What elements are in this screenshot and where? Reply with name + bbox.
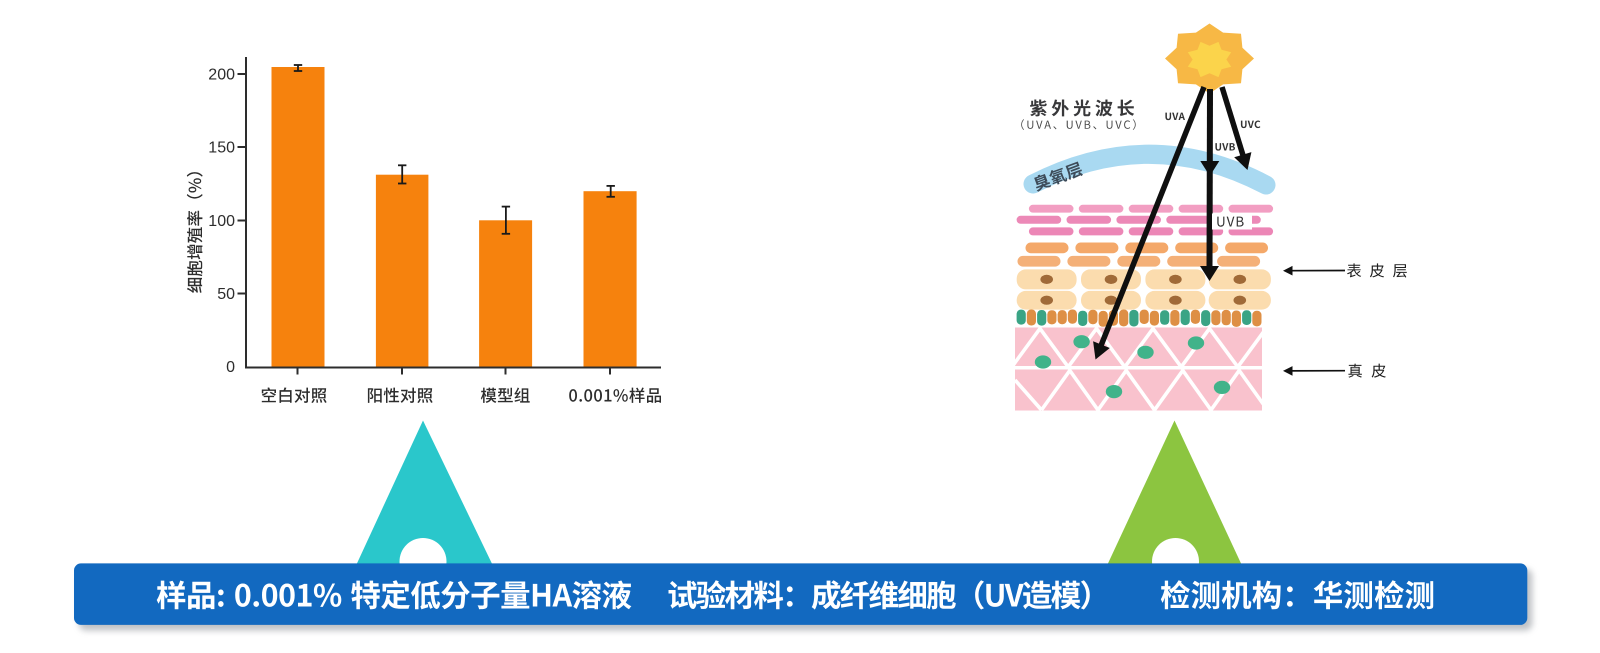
svg-text:100: 100: [208, 213, 235, 230]
svg-text:0: 0: [226, 359, 235, 376]
svg-text:150: 150: [208, 140, 235, 157]
svg-text:50: 50: [217, 286, 235, 303]
svg-text:200: 200: [208, 67, 235, 84]
